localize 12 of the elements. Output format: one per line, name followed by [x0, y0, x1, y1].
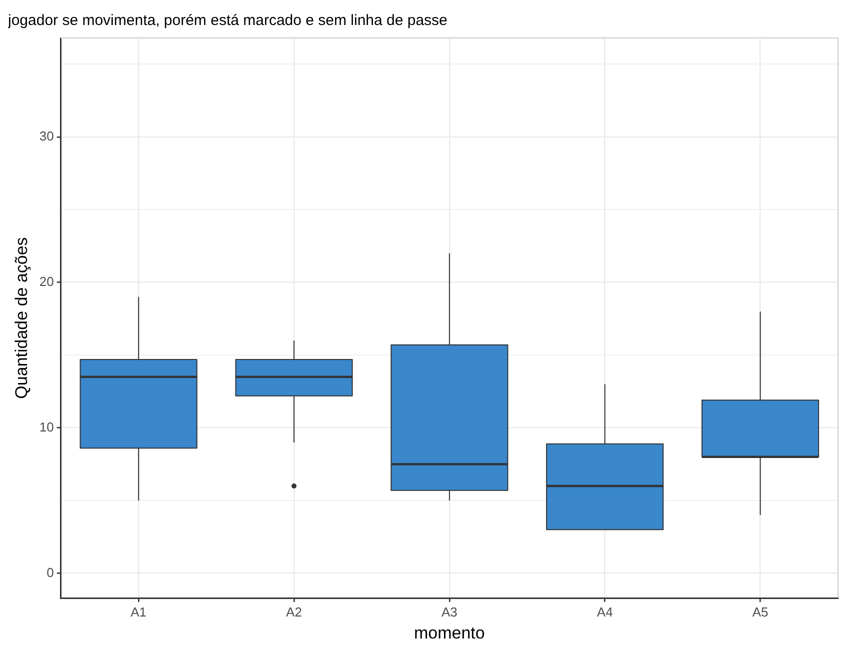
y-tick-label: 30: [39, 128, 54, 144]
y-tick-label: 10: [39, 419, 54, 434]
x-tick-label: A4: [596, 604, 613, 620]
x-tick-label: A5: [752, 604, 768, 620]
y-axis-title: Quantidade de ações: [12, 237, 31, 399]
y-tick-label: 20: [39, 274, 54, 289]
x-axis-title: momento: [414, 623, 485, 642]
x-tick-label: A2: [286, 604, 302, 620]
x-tick-label: A1: [130, 604, 147, 620]
y-tick-label: 0: [46, 564, 54, 580]
chart-title: jogador se movimenta, porém está marcado e sem linha de passe: [7, 12, 448, 30]
x-tick-label: A3: [441, 604, 458, 620]
